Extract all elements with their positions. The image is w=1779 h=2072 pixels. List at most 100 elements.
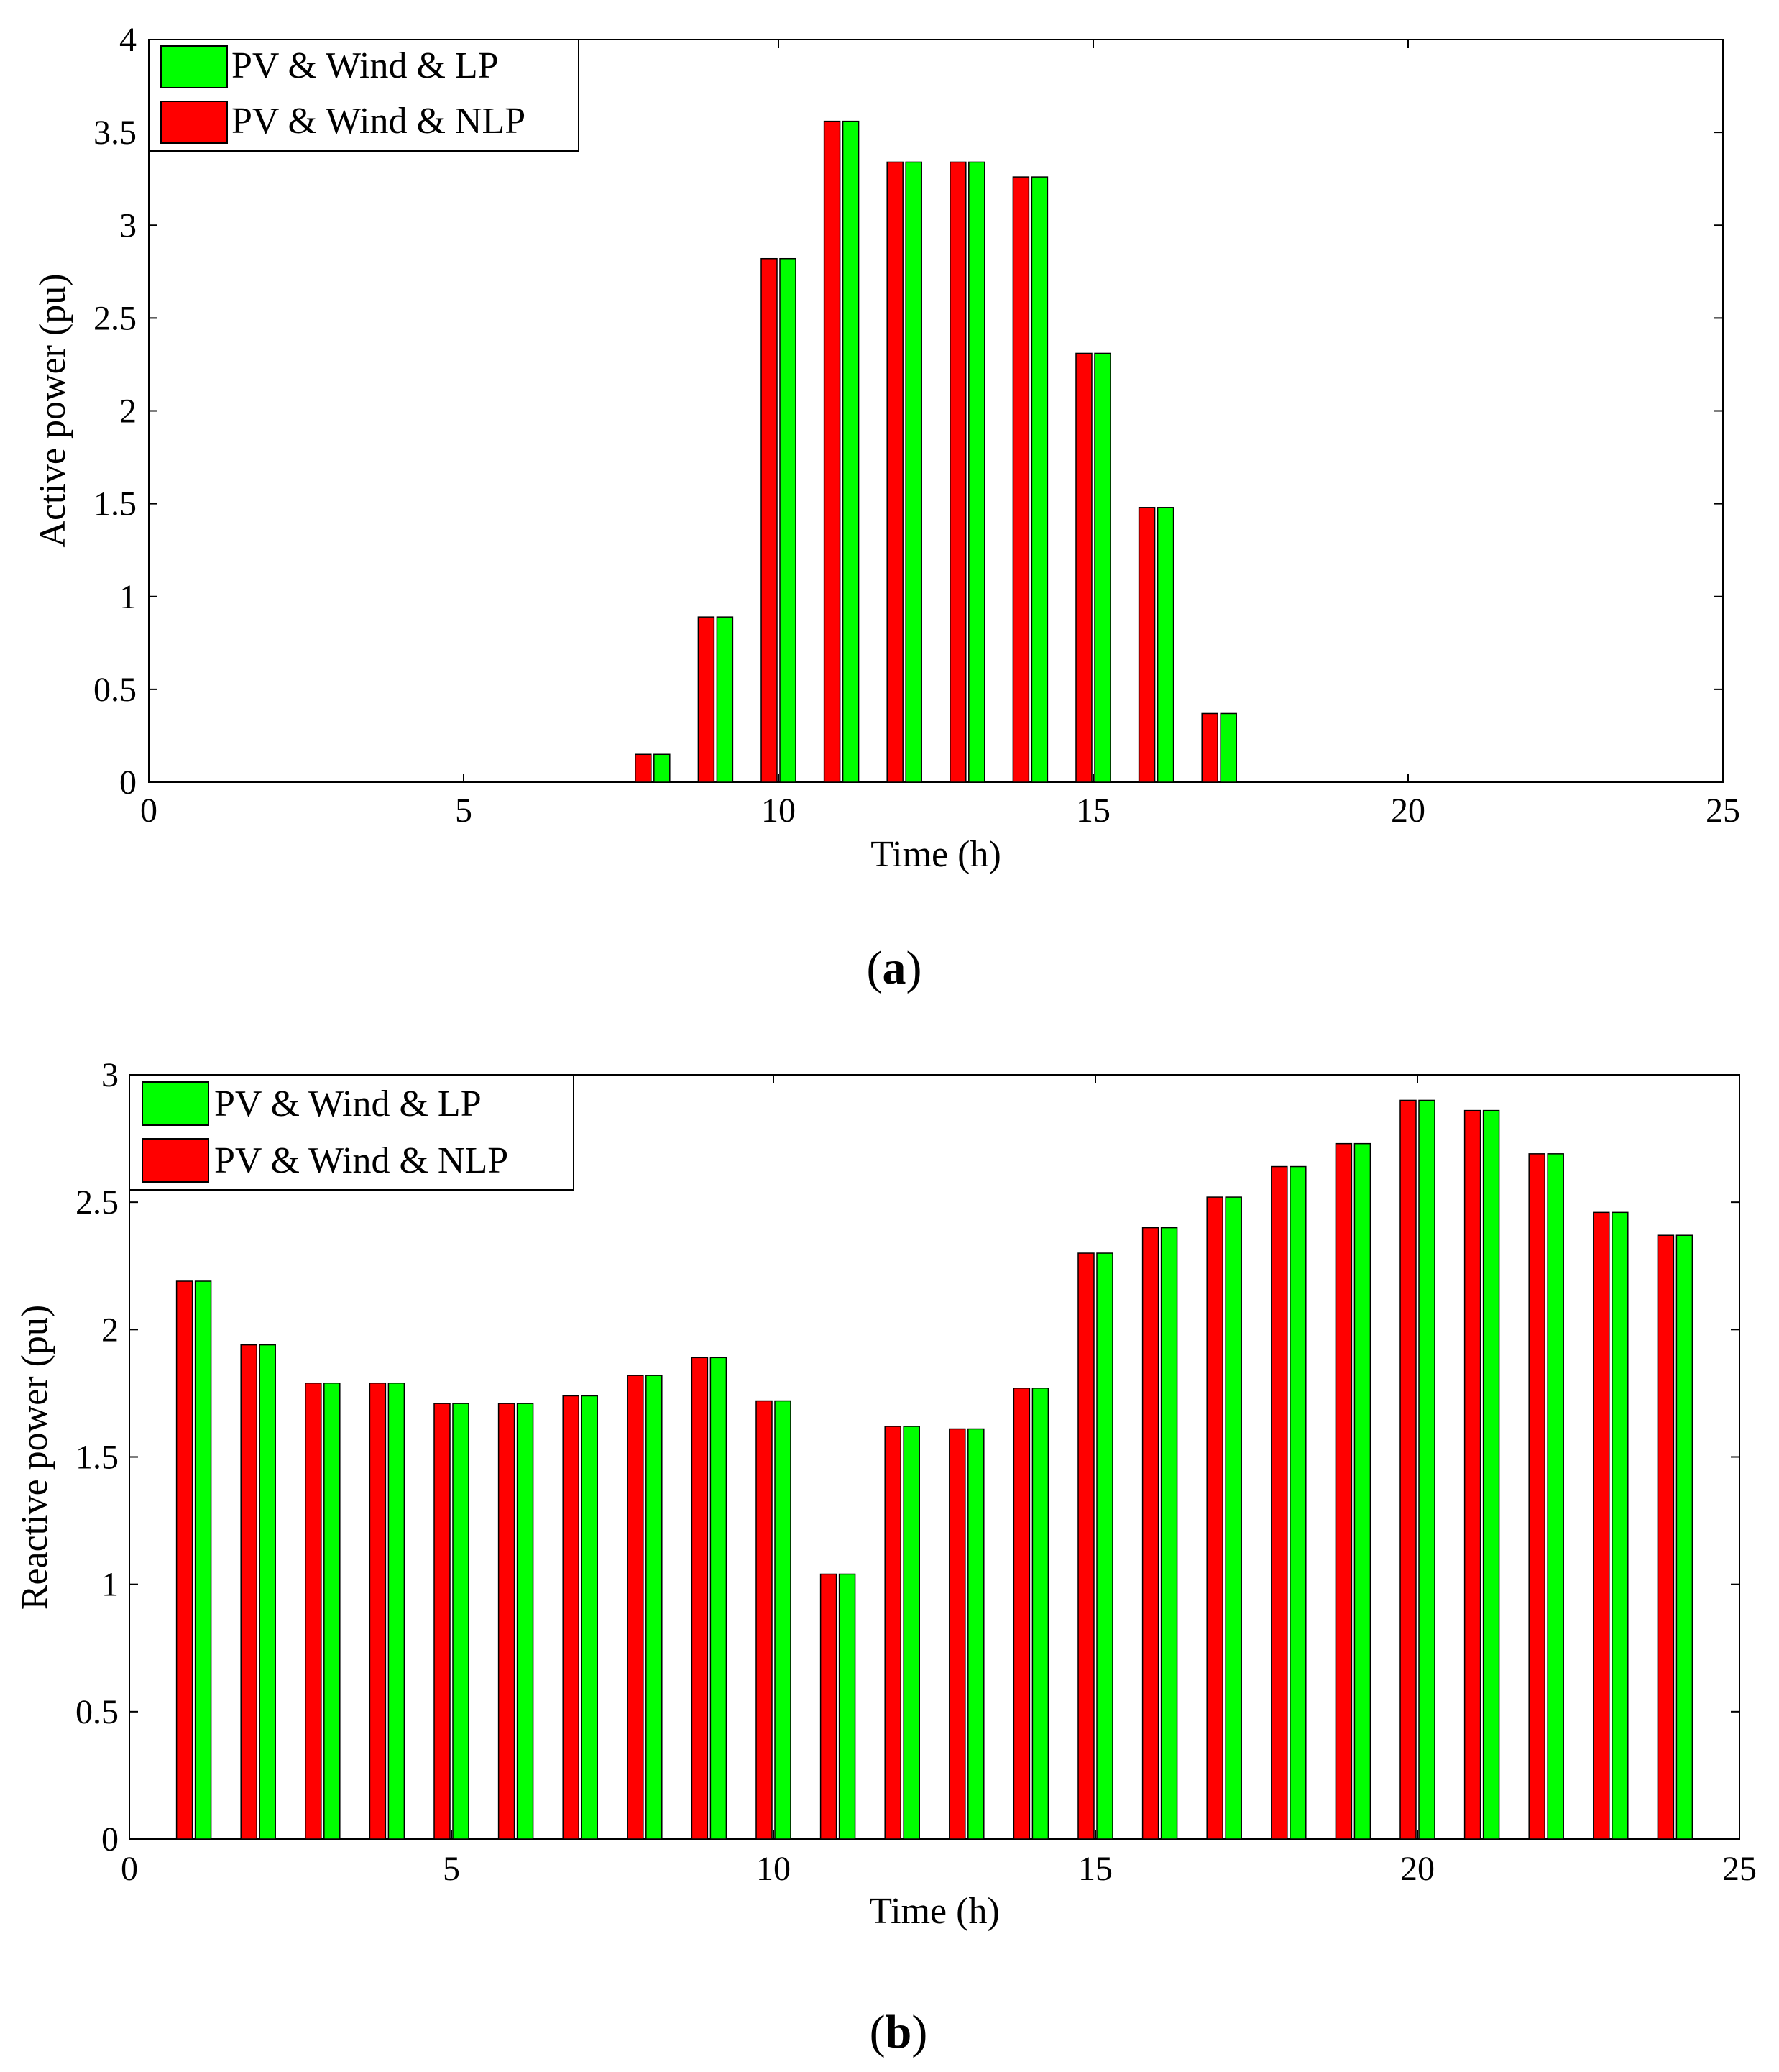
legend-swatch-nlp <box>142 1138 209 1183</box>
legend-label-lp: PV & Wind & LP <box>214 1083 482 1124</box>
bar-nlp-14 <box>1012 176 1030 783</box>
x-tick-label: 10 <box>756 1850 791 1888</box>
bar-nlp-18 <box>1271 1165 1288 1840</box>
bar-lp-19 <box>1353 1142 1371 1840</box>
x-tick-label: 20 <box>1391 792 1425 830</box>
y-tick-label: 3 <box>101 1056 119 1094</box>
x-tick-label: 15 <box>1078 1850 1113 1888</box>
x-ticks: 0 5 10 15 20 25 <box>140 40 1740 830</box>
bar-lp-4 <box>387 1382 405 1840</box>
bar-nlp-21 <box>1463 1109 1481 1840</box>
y-axis-label: Active power (pu) <box>32 273 73 547</box>
bar-lp-21 <box>1482 1109 1500 1840</box>
bar-nlp-16 <box>1141 1227 1159 1840</box>
y-ticks: 0 0.5 1 1.5 2 2.5 3 3.5 4 <box>93 21 1723 802</box>
y-tick-label: 0.5 <box>93 671 137 709</box>
bar-nlp-24 <box>1657 1234 1675 1840</box>
bar-nlp-10 <box>755 1400 773 1840</box>
y-tick-label: 0 <box>119 764 137 802</box>
bar-nlp-10 <box>760 257 778 783</box>
legend-swatch-lp <box>142 1081 209 1126</box>
bar-nlp-5 <box>433 1403 451 1840</box>
bar-lp-14 <box>1031 1388 1049 1840</box>
bar-lp-9 <box>709 1357 727 1840</box>
y-tick-label: 3 <box>119 206 137 244</box>
bar-nlp-9 <box>697 616 715 783</box>
y-tick-label: 1.5 <box>93 485 137 523</box>
legend: PV & Wind & LP PV & Wind & NLP <box>129 1074 574 1191</box>
y-tick-label: 2.5 <box>93 299 137 337</box>
bar-nlp-7 <box>562 1395 579 1840</box>
bar-lp-13 <box>968 161 985 783</box>
y-ticks: 0 0.5 1 1.5 2 2.5 3 <box>75 1056 1739 1858</box>
bar-nlp-20 <box>1399 1099 1417 1840</box>
bar-nlp-1 <box>175 1280 193 1840</box>
y-tick-label: 4 <box>119 21 137 59</box>
bar-nlp-8 <box>627 1375 644 1840</box>
bar-lp-9 <box>716 616 734 783</box>
bar-lp-10 <box>774 1400 791 1840</box>
bar-nlp-23 <box>1593 1211 1610 1840</box>
legend-label-lp: PV & Wind & LP <box>231 45 499 86</box>
bar-lp-22 <box>1547 1153 1564 1840</box>
x-tick-label: 5 <box>443 1850 460 1888</box>
bar-nlp-12 <box>886 161 904 783</box>
bar-lp-5 <box>452 1403 469 1840</box>
bar-nlp-8 <box>635 753 652 783</box>
caption-b: (b) <box>870 2006 928 2058</box>
bar-lp-6 <box>516 1403 534 1840</box>
y-tick-label: 1 <box>119 578 137 616</box>
bar-lp-11 <box>838 1573 856 1840</box>
bars-group <box>635 120 1237 783</box>
bar-lp-20 <box>1418 1099 1435 1840</box>
bar-nlp-15 <box>1075 352 1093 783</box>
bar-lp-3 <box>323 1382 341 1840</box>
bar-nlp-11 <box>819 1573 837 1840</box>
bar-lp-17 <box>1220 712 1237 783</box>
y-axis-label: Reactive power (pu) <box>14 1305 55 1610</box>
y-tick-label: 2.5 <box>75 1183 119 1221</box>
x-ticks: 0 5 10 15 20 25 <box>121 1075 1757 1888</box>
bar-lp-2 <box>259 1344 276 1840</box>
bar-lp-8 <box>653 753 671 783</box>
chart-active-power: 0 5 10 15 20 25 0 0.5 1 1.5 2 2.5 3 3.5 4 Time (h) Ac… <box>32 21 1740 994</box>
bar-lp-16 <box>1160 1227 1178 1840</box>
bar-nlp-13 <box>950 161 967 783</box>
bars-group <box>175 1099 1693 1840</box>
x-tick-label: 0 <box>121 1850 138 1888</box>
bar-nlp-3 <box>305 1382 322 1840</box>
bar-nlp-22 <box>1528 1153 1545 1840</box>
x-tick-label: 25 <box>1722 1850 1757 1888</box>
bar-lp-12 <box>903 1426 920 1840</box>
bar-nlp-6 <box>497 1403 515 1840</box>
bar-lp-15 <box>1096 1252 1113 1840</box>
bar-nlp-14 <box>1013 1388 1031 1840</box>
bar-lp-23 <box>1612 1211 1629 1840</box>
bar-lp-7 <box>581 1395 598 1840</box>
caption-letter-b: b <box>886 2006 912 2058</box>
x-axis-label: Time (h) <box>869 1891 1000 1932</box>
x-tick-label: 25 <box>1706 792 1740 830</box>
bar-lp-16 <box>1157 507 1174 783</box>
bar-lp-1 <box>194 1280 212 1840</box>
bar-nlp-12 <box>884 1426 901 1840</box>
y-tick-label: 1 <box>101 1566 119 1604</box>
bar-lp-12 <box>905 161 922 783</box>
bar-lp-10 <box>779 257 796 783</box>
bar-nlp-2 <box>240 1344 257 1840</box>
caption-a: (a) <box>867 942 922 994</box>
y-tick-label: 2 <box>101 1311 119 1349</box>
legend-label-nlp: PV & Wind & NLP <box>214 1140 508 1181</box>
bar-lp-11 <box>842 120 860 783</box>
bar-lp-18 <box>1290 1165 1307 1840</box>
x-tick-label: 0 <box>140 792 157 830</box>
bar-nlp-11 <box>823 120 841 783</box>
bar-nlp-4 <box>369 1382 387 1840</box>
bar-nlp-19 <box>1335 1142 1353 1840</box>
bar-lp-15 <box>1094 352 1111 783</box>
y-tick-label: 3.5 <box>93 114 137 152</box>
bar-nlp-9 <box>691 1357 709 1840</box>
x-tick-label: 10 <box>761 792 796 830</box>
x-tick-label: 5 <box>455 792 472 830</box>
y-tick-label: 1.5 <box>75 1439 119 1477</box>
